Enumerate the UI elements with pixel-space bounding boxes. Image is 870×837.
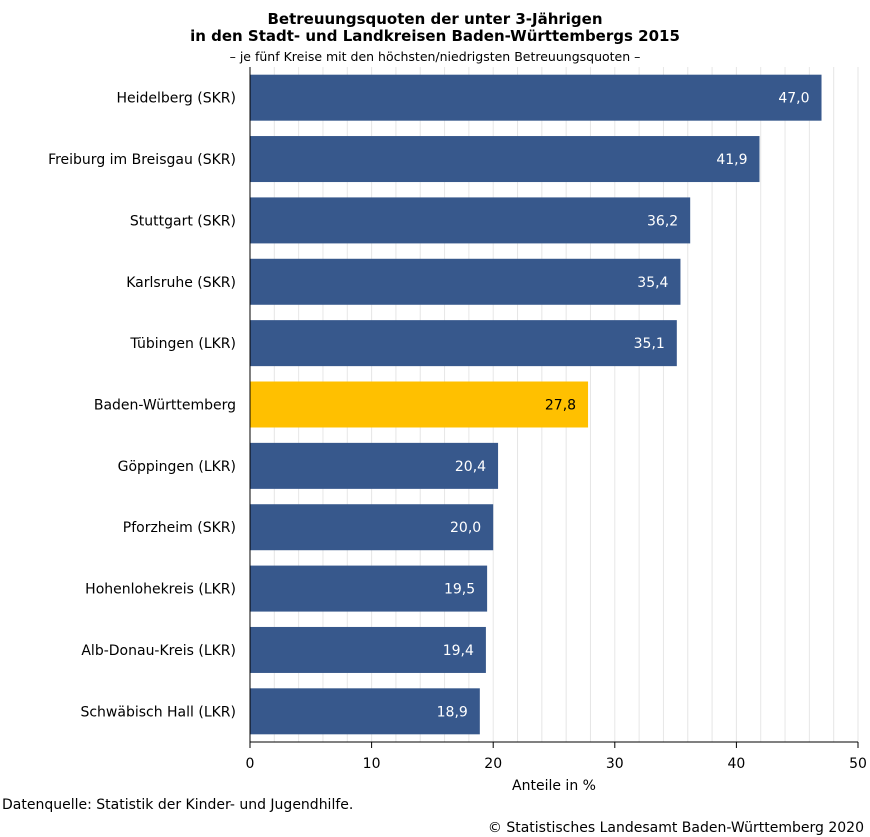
bar bbox=[250, 197, 691, 244]
x-tick-label: 30 bbox=[606, 756, 624, 772]
category-label: Pforzheim (SKR) bbox=[123, 520, 236, 536]
bar bbox=[250, 504, 494, 551]
value-label: 36,2 bbox=[647, 213, 678, 229]
bar bbox=[250, 74, 822, 121]
value-label: 19,4 bbox=[443, 643, 474, 659]
value-label: 18,9 bbox=[437, 704, 468, 720]
chart-title-line-1: Betreuungsquoten der unter 3-Jährigen bbox=[267, 10, 603, 28]
category-label: Karlsruhe (SKR) bbox=[126, 275, 236, 291]
x-tick-label: 50 bbox=[849, 756, 867, 772]
category-label: Heidelberg (SKR) bbox=[117, 91, 237, 107]
category-label: Baden-Württemberg bbox=[94, 398, 236, 414]
x-tick-label: 40 bbox=[727, 756, 745, 772]
category-label: Tübingen (LKR) bbox=[129, 336, 236, 352]
chart-title-line-2: in den Stadt- und Landkreisen Baden-Würt… bbox=[190, 27, 680, 45]
bar bbox=[250, 320, 677, 367]
value-label: 41,9 bbox=[716, 152, 747, 168]
value-label: 35,1 bbox=[634, 336, 665, 352]
bar-chart: Heidelberg (SKR) 47,0 Freiburg im Breisgau… bbox=[48, 67, 867, 794]
bar bbox=[250, 626, 486, 673]
category-label: Hohenlohekreis (LKR) bbox=[85, 582, 236, 598]
category-label: Schwäbisch Hall (LKR) bbox=[80, 704, 236, 720]
bar bbox=[250, 565, 488, 612]
category-label: Göppingen (LKR) bbox=[118, 459, 236, 475]
category-label: Freiburg im Breisgau (SKR) bbox=[48, 152, 236, 168]
copyright-note: © Statistisches Landesamt Baden-Württemb… bbox=[487, 820, 864, 836]
value-label: 19,5 bbox=[444, 582, 475, 598]
bar bbox=[250, 442, 499, 489]
bar bbox=[250, 381, 589, 428]
value-label: 35,4 bbox=[637, 275, 668, 291]
bar bbox=[250, 258, 681, 305]
data-source-note: Datenquelle: Statistik der Kinder- und J… bbox=[2, 797, 354, 813]
value-label: 20,0 bbox=[450, 520, 481, 536]
bar bbox=[250, 136, 760, 183]
bar bbox=[250, 688, 480, 735]
value-label: 27,8 bbox=[545, 398, 576, 414]
category-label: Alb-Donau-Kreis (LKR) bbox=[81, 643, 236, 659]
value-label: 47,0 bbox=[778, 91, 809, 107]
x-axis-label: Anteile in % bbox=[512, 778, 596, 794]
x-tick-label: 10 bbox=[363, 756, 381, 772]
value-label: 20,4 bbox=[455, 459, 486, 475]
x-tick-label: 0 bbox=[246, 756, 255, 772]
chart-subtitle: – je fünf Kreise mit den höchsten/niedri… bbox=[229, 49, 641, 64]
category-label: Stuttgart (SKR) bbox=[130, 213, 236, 229]
x-tick-label: 20 bbox=[484, 756, 502, 772]
